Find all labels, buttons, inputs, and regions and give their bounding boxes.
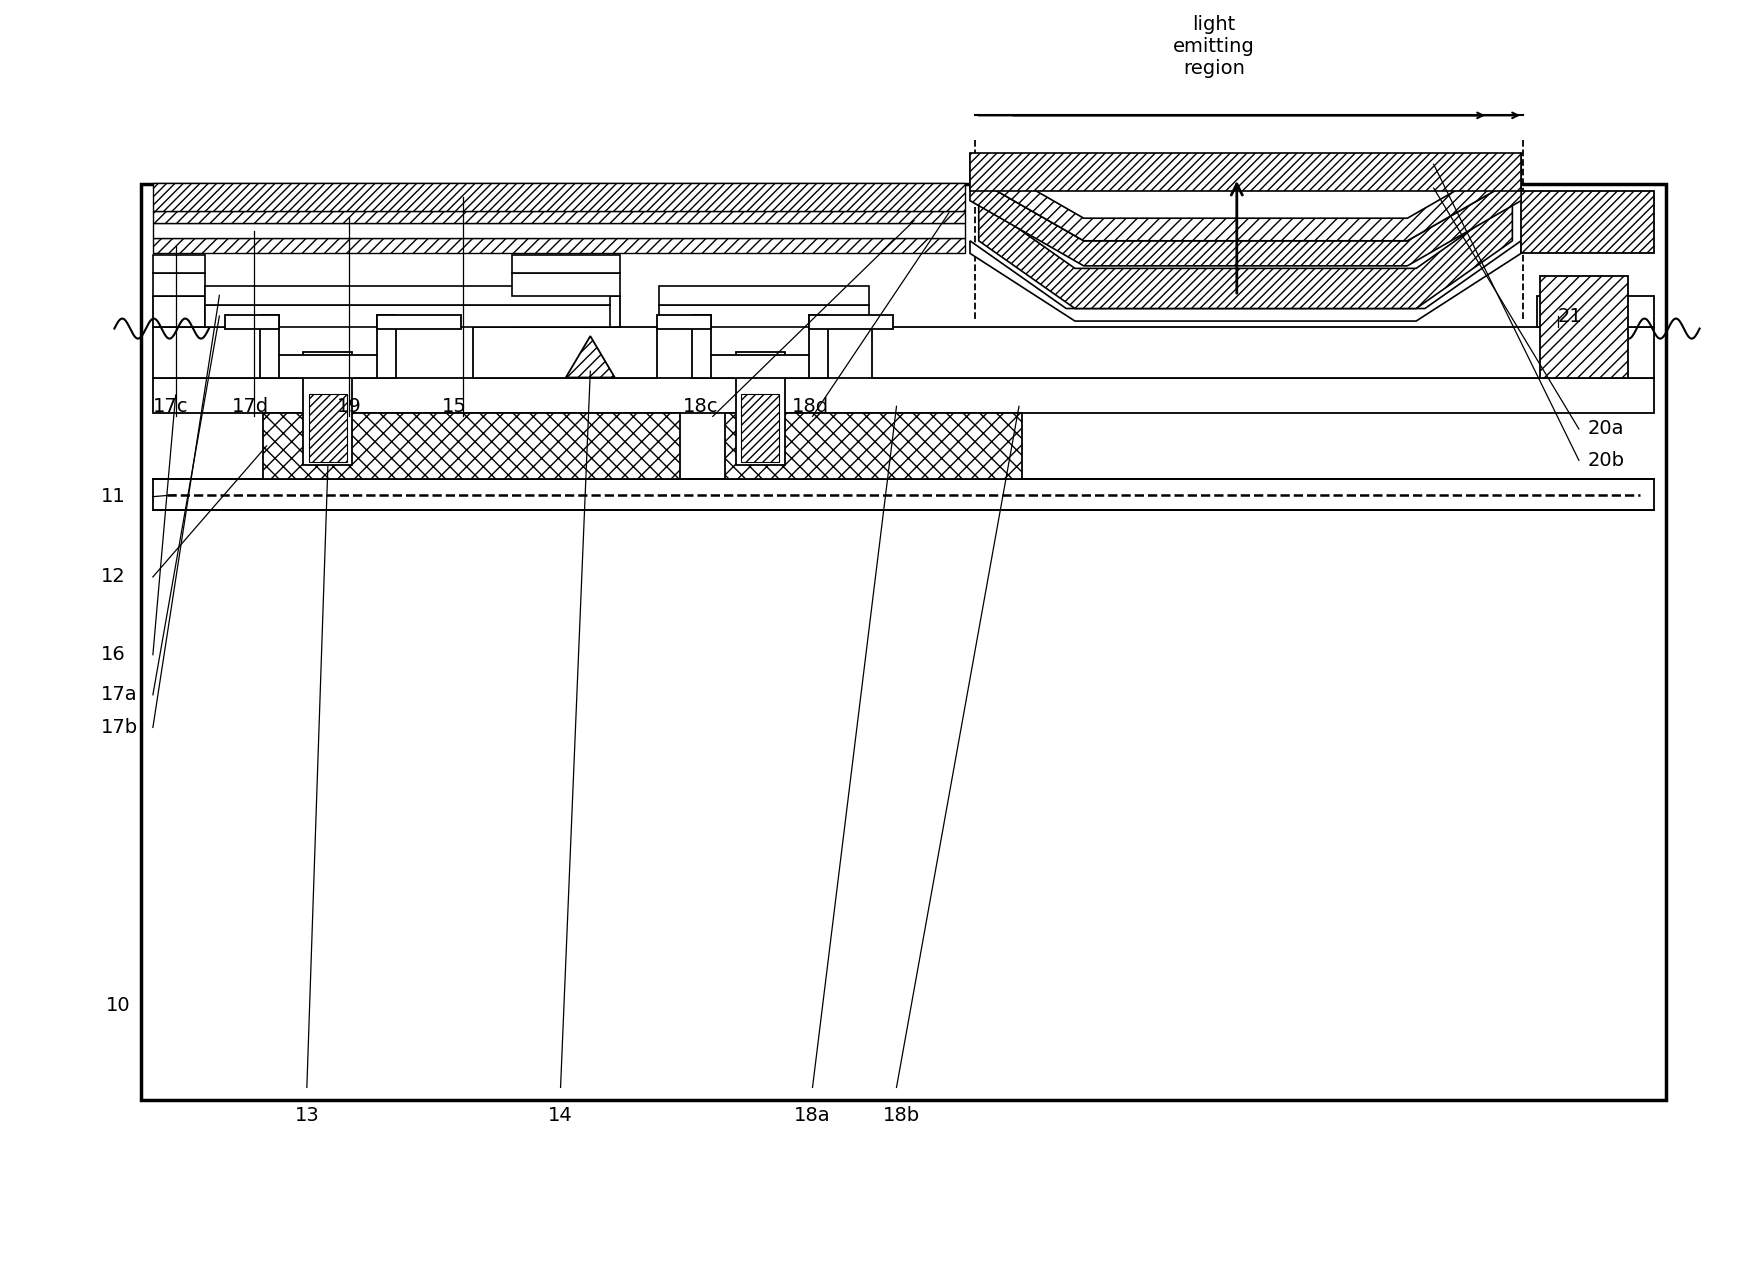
Bar bbox=[153, 328, 267, 378]
Text: 10: 10 bbox=[105, 997, 130, 1016]
Bar bbox=[267, 355, 388, 378]
Polygon shape bbox=[979, 201, 1511, 309]
Text: 21: 21 bbox=[1557, 306, 1581, 325]
Bar bbox=[153, 211, 965, 224]
Bar bbox=[153, 274, 206, 296]
Text: 14: 14 bbox=[548, 1106, 573, 1125]
Text: 16: 16 bbox=[100, 646, 125, 664]
Bar bbox=[153, 183, 965, 211]
Polygon shape bbox=[566, 336, 615, 378]
Text: 12: 12 bbox=[100, 567, 125, 586]
Polygon shape bbox=[970, 240, 1520, 322]
Bar bbox=[304, 352, 351, 466]
Bar bbox=[260, 315, 279, 378]
Bar bbox=[473, 328, 657, 378]
Text: 18c: 18c bbox=[683, 397, 719, 417]
Bar bbox=[511, 255, 620, 274]
Text: 18a: 18a bbox=[794, 1106, 831, 1125]
Bar bbox=[970, 153, 1520, 190]
Bar bbox=[376, 315, 395, 378]
Bar bbox=[740, 394, 778, 462]
Bar bbox=[808, 315, 828, 378]
Bar bbox=[376, 315, 460, 329]
Bar bbox=[1536, 296, 1653, 328]
Bar bbox=[511, 296, 620, 328]
Text: 17a: 17a bbox=[100, 685, 137, 705]
Bar bbox=[225, 315, 279, 329]
Bar bbox=[698, 355, 821, 378]
Text: light
emitting
region: light emitting region bbox=[1172, 14, 1254, 77]
Bar bbox=[206, 285, 610, 305]
Bar bbox=[724, 413, 1023, 480]
Bar bbox=[153, 378, 1653, 413]
Text: 18b: 18b bbox=[882, 1106, 919, 1125]
Bar bbox=[1520, 190, 1653, 253]
Bar bbox=[153, 224, 965, 238]
Text: 19: 19 bbox=[336, 397, 362, 417]
Bar bbox=[659, 305, 868, 328]
Text: 18d: 18d bbox=[791, 397, 828, 417]
Bar bbox=[511, 274, 620, 296]
Bar bbox=[871, 328, 1653, 378]
Text: 13: 13 bbox=[295, 1106, 320, 1125]
Text: 11: 11 bbox=[100, 487, 125, 507]
Bar bbox=[1539, 276, 1627, 378]
Bar bbox=[692, 315, 710, 378]
Bar bbox=[206, 305, 610, 328]
Bar bbox=[153, 480, 1653, 511]
Bar bbox=[153, 296, 206, 328]
Bar bbox=[309, 394, 346, 462]
Bar bbox=[734, 352, 784, 466]
Polygon shape bbox=[970, 153, 1520, 240]
Text: 15: 15 bbox=[441, 397, 466, 417]
Bar bbox=[808, 315, 893, 329]
Text: 20a: 20a bbox=[1587, 419, 1623, 439]
Bar bbox=[153, 238, 965, 253]
Bar bbox=[657, 315, 710, 329]
Text: 17c: 17c bbox=[153, 397, 188, 417]
Bar bbox=[264, 413, 680, 480]
Text: 20b: 20b bbox=[1587, 451, 1623, 469]
Polygon shape bbox=[970, 176, 1520, 266]
Bar bbox=[659, 285, 868, 305]
Text: 17b: 17b bbox=[100, 718, 137, 737]
Bar bbox=[141, 184, 1666, 1100]
Text: 17d: 17d bbox=[232, 397, 269, 417]
Bar bbox=[153, 255, 206, 274]
